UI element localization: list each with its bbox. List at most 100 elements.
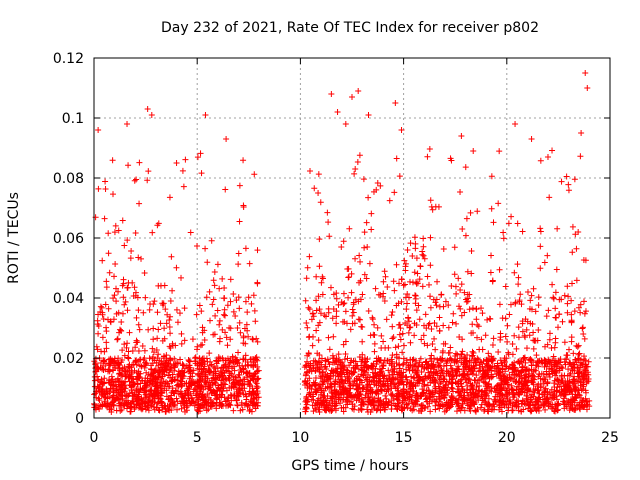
data-point <box>359 356 366 363</box>
data-point <box>124 284 131 291</box>
data-point <box>325 374 332 381</box>
data-point <box>150 325 157 332</box>
data-point <box>325 358 332 365</box>
data-point <box>414 280 421 287</box>
data-point <box>118 378 125 385</box>
data-point <box>427 234 434 241</box>
data-point <box>440 245 447 252</box>
data-point <box>403 366 410 373</box>
data-point <box>179 382 186 389</box>
data-point <box>227 391 234 398</box>
data-point <box>138 363 145 370</box>
data-point <box>234 402 241 409</box>
data-point <box>438 291 445 298</box>
data-point <box>322 357 329 364</box>
data-point <box>114 336 121 343</box>
data-point <box>484 408 491 415</box>
data-point <box>303 275 310 282</box>
data-point <box>470 401 477 408</box>
data-point <box>569 249 576 256</box>
data-point <box>211 269 218 276</box>
data-point <box>371 348 378 355</box>
data-point <box>551 344 558 351</box>
data-point <box>574 364 581 371</box>
data-point <box>427 304 434 311</box>
data-point <box>567 388 574 395</box>
data-point <box>567 359 574 366</box>
data-point <box>213 360 220 367</box>
data-point <box>342 338 349 345</box>
data-point <box>403 374 410 381</box>
data-point <box>418 393 425 400</box>
data-point <box>207 368 214 375</box>
data-point <box>179 167 186 174</box>
data-point <box>582 367 589 374</box>
data-point <box>108 373 115 380</box>
data-point <box>325 305 332 312</box>
data-point <box>449 401 456 408</box>
data-point <box>461 407 468 414</box>
data-point <box>497 381 504 388</box>
data-point <box>115 309 122 316</box>
data-point <box>237 390 244 397</box>
data-point <box>118 406 125 413</box>
data-point <box>202 398 209 405</box>
data-point <box>209 301 216 308</box>
data-point <box>583 406 590 413</box>
data-point <box>149 354 156 361</box>
data-point <box>419 389 426 396</box>
data-point <box>544 378 551 385</box>
data-point <box>552 289 559 296</box>
data-point <box>448 365 455 372</box>
data-point <box>578 387 585 394</box>
data-point <box>211 331 218 338</box>
data-point <box>306 306 313 313</box>
data-point <box>468 270 475 277</box>
data-point <box>479 346 486 353</box>
data-point <box>575 304 582 311</box>
data-point <box>562 361 569 368</box>
data-point <box>356 152 363 159</box>
data-point <box>439 347 446 354</box>
data-point <box>523 326 530 333</box>
data-point <box>565 379 572 386</box>
data-point <box>327 284 334 291</box>
data-point <box>422 311 429 318</box>
data-point <box>409 382 416 389</box>
data-point <box>132 344 139 351</box>
data-point <box>373 372 380 379</box>
data-point <box>458 281 465 288</box>
data-point <box>313 327 320 334</box>
data-point <box>541 401 548 408</box>
data-point <box>227 325 234 332</box>
data-point <box>405 329 412 336</box>
data-point <box>227 298 234 305</box>
data-point <box>466 405 473 412</box>
data-point <box>392 383 399 390</box>
data-point <box>133 314 140 321</box>
data-point <box>103 339 110 346</box>
data-point <box>377 291 384 298</box>
data-point <box>163 393 170 400</box>
data-point <box>236 182 243 189</box>
data-point <box>154 384 161 391</box>
data-point <box>532 308 539 315</box>
data-point <box>358 323 365 330</box>
data-point <box>573 245 580 252</box>
data-point <box>469 305 476 312</box>
data-point <box>97 303 104 310</box>
data-point <box>473 362 480 369</box>
data-point <box>224 302 231 309</box>
data-point <box>519 328 526 335</box>
data-point <box>572 356 579 363</box>
data-point <box>480 358 487 365</box>
data-point <box>441 389 448 396</box>
data-point <box>344 367 351 374</box>
data-point <box>488 388 495 395</box>
data-point <box>198 361 205 368</box>
data-point <box>388 312 395 319</box>
data-point <box>573 277 580 284</box>
data-point <box>531 401 538 408</box>
x-axis-label: GPS time / hours <box>291 458 408 474</box>
data-point <box>127 403 134 410</box>
